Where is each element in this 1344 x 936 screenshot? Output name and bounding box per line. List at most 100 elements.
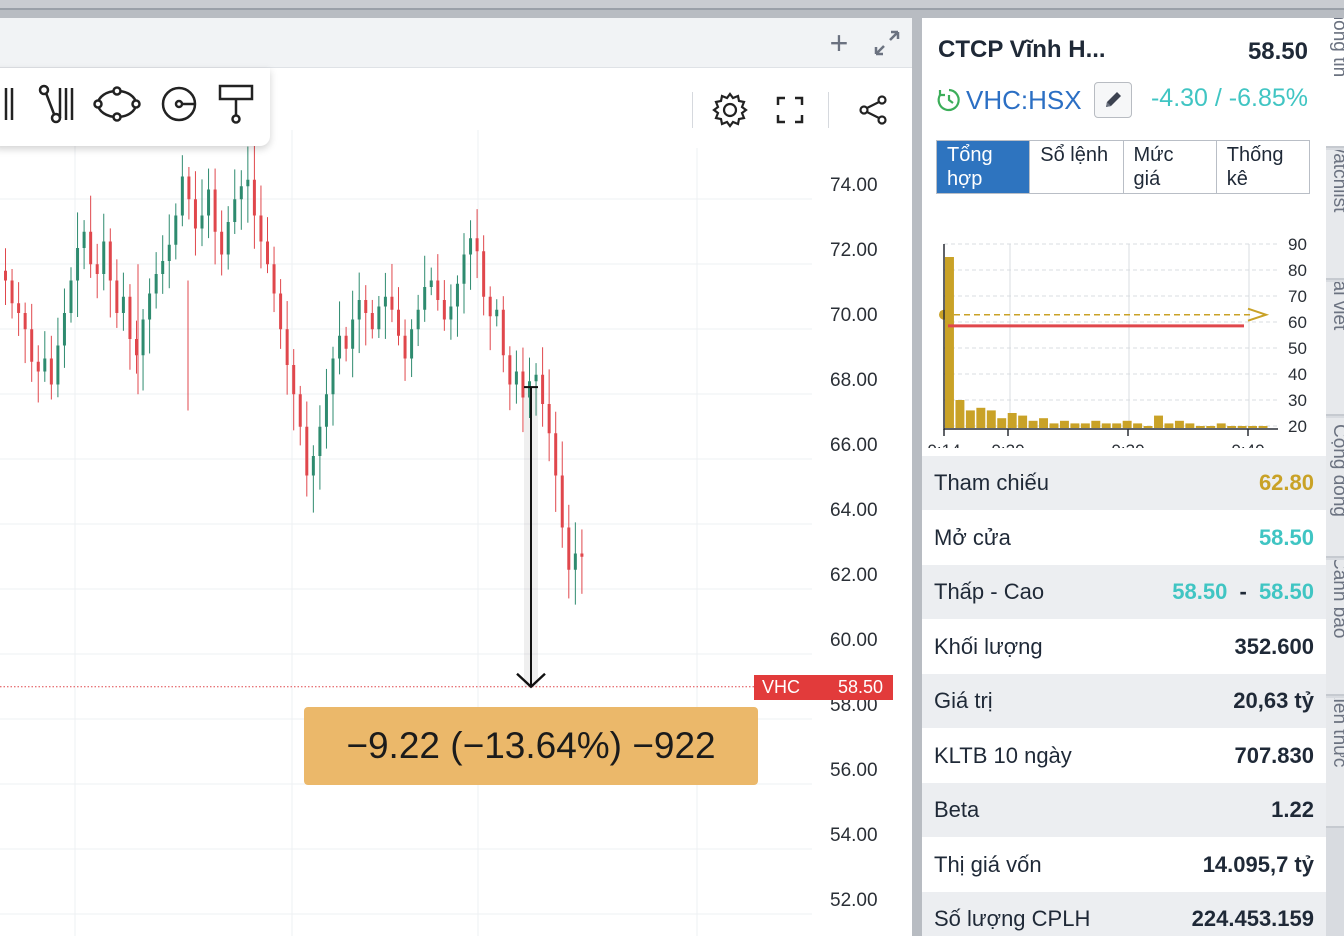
volume-bar (997, 418, 1007, 428)
candlestick-chart[interactable]: 74.00 72.00 70.00 68.00 66.00 64.00 62.00 60.00… (0, 18, 912, 936)
add-chart-button[interactable]: + (829, 25, 849, 61)
volume-bar (976, 407, 986, 428)
candle-body (207, 189, 211, 216)
candle-body (410, 329, 414, 359)
candle-body (390, 296, 394, 310)
candle-body (285, 329, 289, 365)
candle-body (508, 355, 512, 385)
stat-label: Số lượng CPLH (934, 906, 1091, 931)
company-name: CTCP Vĩnh H... (938, 36, 1106, 63)
candle-body (534, 374, 538, 382)
stats-table: Tham chiếu 62.80 Mở cửa 58.50 Thấp - Cao 58… (922, 456, 1326, 936)
side-tab-strip: Thông tin Watchlist Bài viết Cộng đồng C… (1326, 18, 1344, 936)
stat-value: 62.80 (1258, 470, 1314, 495)
mini-y-tick-label: 50 (1288, 339, 1307, 358)
volume-bar (1101, 423, 1111, 428)
candle-body (318, 426, 322, 456)
side-tab-kien-thuc[interactable]: Kiến thức (1326, 698, 1344, 828)
candle-body (429, 280, 433, 287)
candle-body (89, 231, 93, 265)
y-tick-label: 62.00 (830, 565, 878, 586)
candle-body (383, 296, 387, 307)
volume-bar (1070, 423, 1080, 428)
side-tab-label: Kiến thức (1329, 698, 1344, 768)
side-tab-thong-tin[interactable]: Thông tin (1326, 18, 1344, 148)
candle-body (246, 179, 250, 187)
volume-bar (1154, 415, 1163, 428)
volume-bar (1039, 418, 1049, 428)
candle-body (351, 319, 355, 349)
candle-body (298, 394, 302, 427)
volume-bar (1122, 420, 1132, 428)
candle-body (554, 433, 558, 476)
side-tab-canh-bao[interactable]: Cảnh báo (1326, 560, 1344, 696)
volume-bar (1195, 426, 1205, 428)
candle-body (547, 404, 551, 434)
candle-body (397, 309, 400, 336)
y-tick-label: 66.00 (830, 435, 878, 456)
share-icon[interactable] (852, 88, 896, 132)
edit-button[interactable] (1093, 82, 1132, 118)
candle-body (514, 371, 518, 385)
volume-bar (965, 410, 975, 428)
candle-body (324, 394, 328, 427)
y-tick-label: 60.00 (830, 630, 878, 651)
ticker-row: VHC:HSX (936, 82, 1132, 118)
side-tab-label: Cộng đồng (1329, 424, 1344, 517)
candle-body (121, 296, 125, 313)
volume-bar (1112, 423, 1122, 428)
candle-body (272, 264, 276, 294)
volume-bar (1018, 415, 1028, 428)
candle-body (62, 313, 66, 346)
volume-bar (945, 257, 954, 428)
candle-body (200, 215, 204, 229)
chart-header-bar: + (0, 18, 912, 68)
volume-bar (955, 400, 965, 428)
volume-bar (1227, 426, 1237, 428)
stat-row: Mở cửa 58.50 (922, 511, 1326, 565)
signpost-tool-icon[interactable] (212, 78, 262, 128)
candle-body (475, 238, 479, 252)
path-tool-icon[interactable] (34, 78, 84, 128)
tab-tong-hop[interactable]: Tổng hợp (937, 141, 1030, 193)
volume-bar (1028, 420, 1038, 428)
tab-muc-gia[interactable]: Mức giá (1122, 141, 1216, 193)
candle-body (331, 358, 335, 395)
stat-value: 224.453.159 (1191, 906, 1314, 931)
intraday-volume-chart: 90 80 70 60 50 40 30 20 9:14 9:20 9:30 9:40 (927, 235, 1307, 448)
candle-body (469, 238, 473, 255)
mini-x-tick-label: 9:14 (927, 441, 960, 448)
tab-so-lenh[interactable]: Sổ lệnh (1029, 141, 1122, 193)
side-tab-bai-viet[interactable]: Bài viết (1326, 282, 1344, 416)
tab-thong-ke[interactable]: Thống kê (1215, 141, 1309, 193)
side-tab-label: Watchlist (1329, 150, 1344, 213)
ruler-tool-icon[interactable] (0, 78, 46, 128)
candle-body (403, 335, 407, 359)
candle-body (141, 319, 145, 356)
expand-icon[interactable] (870, 26, 904, 60)
price-tag-value: 58.50 (837, 677, 883, 697)
candle-body (259, 215, 263, 242)
side-tab-cong-dong[interactable]: Cộng đồng (1326, 418, 1344, 558)
y-tick-label: 64.00 (830, 500, 878, 521)
side-tab-label: Cảnh báo (1329, 560, 1344, 639)
quote-tabs: Tổng hợp Sổ lệnh Mức giá Thống kê (936, 140, 1310, 194)
settings-icon[interactable] (708, 88, 752, 132)
fullscreen-icon[interactable] (768, 88, 812, 132)
current-price: 58.50 (1247, 38, 1308, 65)
ellipse-tool-icon[interactable] (92, 78, 142, 128)
stat-value: 20,63 tỷ (1233, 688, 1314, 713)
candle-body (455, 283, 459, 307)
stat-label: Giá trị (934, 688, 993, 713)
volume-bar (1164, 423, 1174, 428)
side-tab-watchlist[interactable]: Watchlist (1326, 150, 1344, 280)
mini-x-tick-label: 9:40 (1231, 441, 1264, 448)
volume-bar (1174, 420, 1184, 428)
chart-panel[interactable]: 74.00 72.00 70.00 68.00 66.00 64.00 62.00 60.00… (0, 18, 912, 936)
ticker-link[interactable]: VHC:HSX (966, 84, 1082, 115)
circle-tool-icon[interactable] (154, 78, 204, 128)
y-tick-label: 54.00 (830, 825, 878, 846)
stat-value: 14.095,7 tỷ (1202, 851, 1314, 877)
mini-y-tick-label: 90 (1288, 235, 1307, 254)
